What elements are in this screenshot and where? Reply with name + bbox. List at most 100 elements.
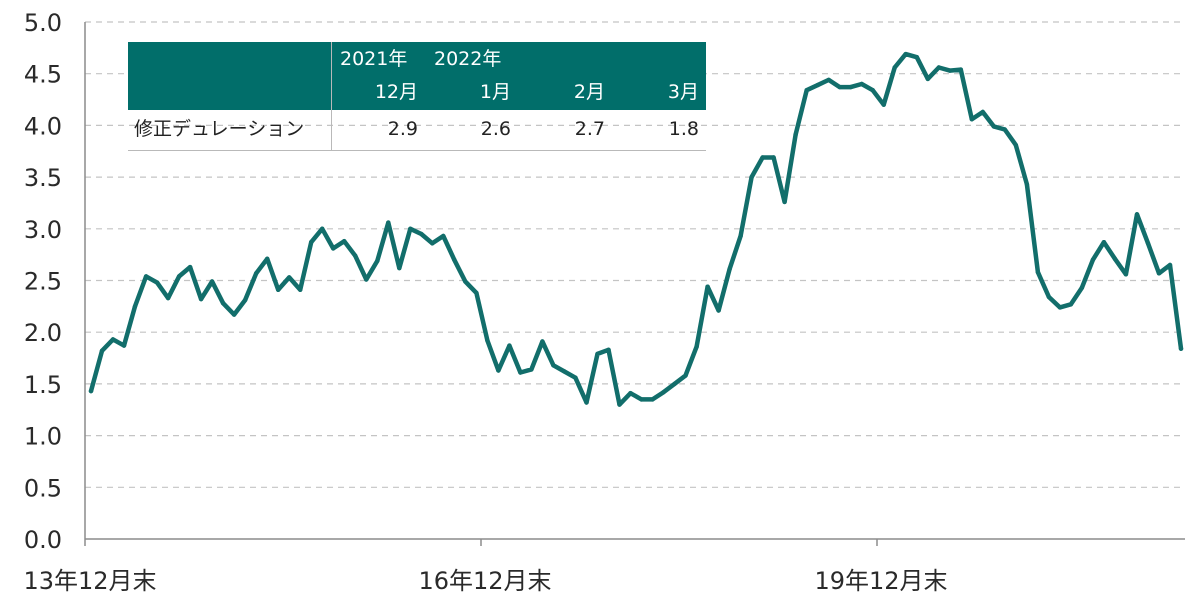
header-month-mar: 3月 xyxy=(667,81,699,103)
data-point xyxy=(419,231,424,237)
data-point xyxy=(903,51,908,57)
x-tick-label: 19年12月末 xyxy=(814,567,947,595)
data-point xyxy=(88,388,94,394)
data-point xyxy=(154,280,160,285)
data-point xyxy=(980,109,985,115)
y-tick-label: 4.5 xyxy=(24,61,62,89)
data-point xyxy=(859,81,864,87)
data-point xyxy=(683,373,688,378)
data-point xyxy=(452,257,457,262)
data-point xyxy=(1002,127,1007,132)
data-point xyxy=(132,304,138,309)
data-point xyxy=(672,381,677,387)
data-point xyxy=(639,397,644,402)
data-point xyxy=(1178,346,1184,351)
data-point xyxy=(804,88,809,93)
data-point xyxy=(958,67,963,72)
data-point xyxy=(1046,294,1052,300)
data-point xyxy=(562,369,567,374)
data-point xyxy=(969,117,974,122)
data-point xyxy=(463,279,468,284)
data-point xyxy=(815,82,820,88)
y-tick-label: 3.0 xyxy=(24,216,62,244)
data-point xyxy=(496,368,501,373)
data-point xyxy=(320,226,325,231)
data-point xyxy=(551,363,556,368)
data-point xyxy=(364,277,369,282)
data-point xyxy=(220,301,226,306)
data-point xyxy=(198,296,204,302)
data-point xyxy=(331,246,336,251)
data-point xyxy=(99,348,105,353)
header-year-2022: 2022年 xyxy=(434,48,502,70)
data-point xyxy=(793,132,798,137)
inset-divider-horizontal xyxy=(128,150,706,151)
inset-header xyxy=(128,42,706,110)
data-point xyxy=(738,233,743,239)
y-tick-label: 1.0 xyxy=(24,423,62,451)
data-point xyxy=(430,241,435,246)
data-point xyxy=(1024,182,1030,187)
y-tick-label: 5.0 xyxy=(24,9,62,37)
data-point xyxy=(606,347,611,352)
row-label-modified-duration: 修正デュレーション xyxy=(134,118,305,140)
data-point xyxy=(1101,240,1107,245)
y-tick-label: 0.5 xyxy=(24,474,62,502)
y-tick-label: 3.5 xyxy=(24,164,62,192)
data-point xyxy=(386,220,391,225)
data-point xyxy=(165,295,171,301)
data-point xyxy=(1156,271,1162,276)
data-point xyxy=(716,308,721,313)
data-point xyxy=(694,344,699,349)
duration-inset-table: 2021年 2022年 12月 1月 2月 3月 修正デュレーション 2.9 2… xyxy=(128,42,706,151)
data-point xyxy=(474,290,479,296)
y-tick-label: 2.0 xyxy=(24,319,62,347)
data-point xyxy=(573,375,578,380)
header-year-2021: 2021年 xyxy=(340,48,408,70)
y-tick-labels: 0.0 0.5 1.0 1.5 2.0 2.5 3.0 3.5 4.0 4.5 5.0 xyxy=(24,9,62,554)
data-point xyxy=(209,279,215,284)
series-line xyxy=(88,51,1184,407)
data-point xyxy=(110,337,116,342)
x-tick-label: 13年12月末 xyxy=(23,567,156,595)
data-point xyxy=(848,84,853,90)
data-point xyxy=(1013,142,1018,148)
data-point xyxy=(914,55,919,60)
data-point xyxy=(529,367,534,372)
data-point xyxy=(661,390,666,395)
data-point xyxy=(353,253,358,258)
data-point xyxy=(584,400,589,405)
data-point xyxy=(705,284,710,289)
data-point xyxy=(309,240,314,245)
data-point xyxy=(727,266,732,272)
data-point xyxy=(936,65,941,70)
header-month-dec: 12月 xyxy=(374,81,418,103)
value-2021-12: 2.9 xyxy=(387,118,418,140)
data-point xyxy=(628,391,633,396)
x-tick-label: 16年12月末 xyxy=(418,567,551,595)
header-month-feb: 2月 xyxy=(573,81,605,103)
data-point xyxy=(925,76,930,82)
data-point xyxy=(298,287,303,292)
y-tick-label: 2.5 xyxy=(24,268,62,296)
data-point xyxy=(121,343,127,348)
data-point xyxy=(1112,256,1118,261)
data-point xyxy=(991,124,996,129)
data-point xyxy=(1090,257,1096,262)
x-tick-labels: 13年12月末 16年12月末 19年12月末 xyxy=(23,539,948,595)
data-point xyxy=(176,274,182,279)
data-point xyxy=(485,338,490,343)
y-tick-label: 0.0 xyxy=(24,526,62,554)
data-point xyxy=(441,233,446,239)
data-point xyxy=(870,88,875,93)
data-point xyxy=(1079,285,1085,290)
y-tick-label: 1.5 xyxy=(24,371,62,399)
data-point xyxy=(287,275,292,280)
data-point xyxy=(617,402,622,407)
data-point xyxy=(1134,212,1140,217)
data-point xyxy=(507,343,512,348)
data-point xyxy=(837,84,842,90)
inset-divider-vertical xyxy=(331,42,332,151)
header-month-jan: 1月 xyxy=(479,81,511,103)
